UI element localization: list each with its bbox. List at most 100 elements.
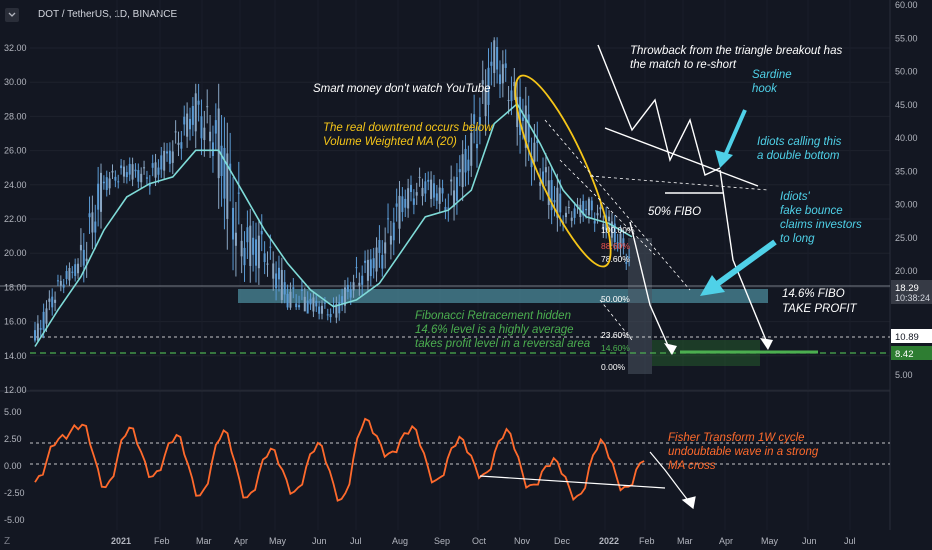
candle-body: [36, 323, 39, 341]
projection-drawing: [597, 44, 769, 351]
note-throwback-2: the match to re-short: [630, 59, 737, 71]
candle-body: [458, 169, 461, 173]
menu-icon[interactable]: [5, 8, 19, 22]
note-idiots-fb-3: claims investors: [780, 219, 862, 231]
candle-body: [470, 132, 473, 166]
candle-body: [131, 164, 134, 180]
oscillator-axis[interactable]: 5.00 2.50 0.00 -2.50 -5.00: [4, 407, 25, 525]
level-tag-b[interactable]: 8.42: [891, 346, 932, 360]
x-axis-tick: Feb: [639, 536, 655, 546]
left-price-axis[interactable]: 32.00 30.00 28.00 26.00 24.00 22.00 20.00 18.00…: [4, 43, 27, 395]
candle-body: [513, 81, 516, 87]
osc-axis-tick: 5.00: [4, 407, 22, 417]
x-axis-tick: Nov: [514, 536, 531, 546]
candle-body: [252, 237, 255, 255]
oscillator-levels: [30, 442, 890, 465]
candle-body: [412, 198, 415, 205]
right-axis-tick: 35.00: [895, 166, 918, 176]
candle-body: [323, 302, 326, 304]
candle-body: [424, 181, 427, 194]
candle-body: [550, 180, 553, 211]
candle-body: [530, 156, 533, 168]
candle-body: [364, 260, 367, 263]
candle-body: [82, 249, 85, 266]
candle-body: [140, 173, 143, 183]
left-axis-tick: 16.00: [4, 317, 27, 327]
x-axis-tick: Jul: [350, 536, 362, 546]
candle-body: [608, 216, 611, 221]
candle-body: [309, 298, 312, 305]
candle-body: [430, 179, 433, 199]
candle-body: [102, 181, 105, 184]
x-axis-tick: 2021: [111, 536, 131, 546]
candle-body: [628, 256, 631, 258]
candle-body: [539, 182, 542, 186]
price-tag[interactable]: 18.29 10:38:24: [891, 280, 932, 304]
candle-body: [625, 262, 628, 264]
candle-body: [352, 282, 355, 291]
candle-body: [582, 201, 585, 216]
candle-body: [593, 220, 596, 224]
candle-body: [332, 304, 335, 307]
x-axis-tick: Jul: [844, 536, 856, 546]
candle-body: [59, 280, 62, 286]
right-axis-tick: 5.00: [895, 370, 913, 380]
left-axis-tick: 26.00: [4, 146, 27, 156]
candle-body: [467, 159, 470, 171]
candle-body: [246, 227, 249, 243]
tradingview-logo-icon[interactable]: Z: [4, 536, 10, 547]
note-sardine-2: hook: [752, 83, 778, 95]
candle-body: [295, 303, 298, 308]
candle-body: [74, 264, 77, 276]
candle-body: [71, 271, 74, 273]
note-idiots-db-1: Idiots calling this: [757, 136, 842, 148]
time-axis[interactable]: 2021 Feb Mar Apr May Jun Jul Aug Sep Oct Nov Dec 202…: [111, 536, 856, 546]
right-price-axis[interactable]: 60.00 55.00 50.00 45.00 40.00 35.00 30.00 25.00…: [895, 0, 918, 380]
candle-body: [180, 142, 183, 149]
candle-body: [260, 230, 263, 235]
candle-body: [34, 330, 36, 341]
candle-body: [401, 196, 404, 213]
candle-body: [211, 142, 214, 157]
x-axis-tick: Oct: [472, 536, 487, 546]
right-axis-tick: 30.00: [895, 200, 918, 210]
x-axis-tick: May: [761, 536, 779, 546]
candle-body: [257, 235, 260, 269]
candle-body: [544, 167, 547, 173]
candle-body: [134, 169, 137, 172]
candle-body: [493, 40, 496, 74]
candle-body: [498, 74, 501, 85]
candle-body: [272, 263, 275, 279]
candle-body: [234, 232, 237, 246]
candle-body: [105, 177, 108, 191]
candle-body: [361, 275, 364, 285]
x-axis-tick: Feb: [154, 536, 170, 546]
candle-body: [249, 225, 252, 266]
candle-body: [51, 296, 54, 308]
x-axis-tick: Apr: [234, 536, 248, 546]
candle-body: [507, 99, 510, 101]
candle-body: [275, 273, 278, 289]
left-axis-tick: 30.00: [4, 77, 27, 87]
level-tag-a[interactable]: 10.89: [891, 329, 932, 343]
candle-body: [476, 144, 479, 149]
candle-body: [171, 151, 174, 163]
candle-body: [186, 113, 189, 137]
note-fib-hidden-3: takes profit level in a reversal area: [415, 338, 590, 350]
candle-body: [487, 67, 490, 105]
note-fisher-3: MA cross: [668, 460, 716, 472]
candle-body: [375, 247, 378, 272]
note-downtrend-1: The real downtrend occurs below: [323, 122, 493, 134]
price-tag-countdown: 10:38:24: [895, 293, 930, 303]
left-axis-tick: 18.00: [4, 282, 27, 292]
x-axis-tick: Aug: [392, 536, 408, 546]
candle-body: [404, 198, 407, 208]
left-axis-tick: 28.00: [4, 111, 27, 121]
candle-body: [421, 187, 424, 197]
candle-body: [542, 171, 545, 188]
note-fisher-2: undoubtable wave in a strong: [668, 446, 819, 458]
candle-body: [100, 172, 103, 212]
cyan-arrows: [700, 109, 777, 296]
candle-body: [114, 176, 117, 181]
candle-body: [143, 167, 146, 169]
